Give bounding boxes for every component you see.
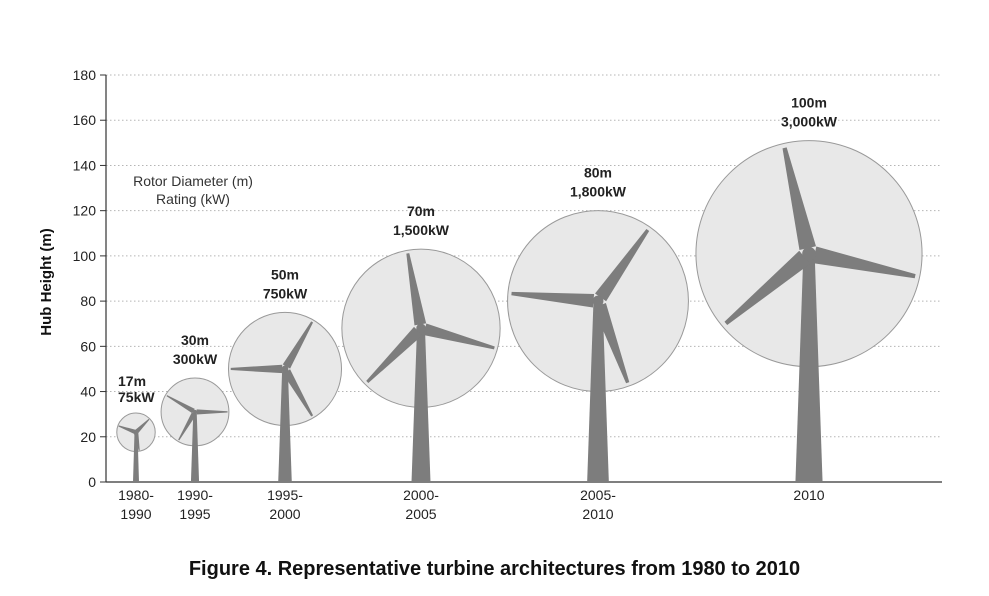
- x-category-label: 2010: [793, 487, 824, 503]
- turbine-blade: [812, 246, 916, 279]
- x-category-label: 2000: [269, 506, 300, 522]
- turbine-blade: [282, 321, 314, 369]
- x-category-label: 1995: [179, 506, 210, 522]
- turbine-blade: [118, 425, 136, 434]
- y-tick-label: 140: [73, 157, 97, 173]
- legend-rating: Rating (kW): [156, 191, 230, 207]
- x-category-label: 1990-: [177, 487, 213, 503]
- turbine-blade: [282, 369, 314, 417]
- rating-label: 75kW: [118, 389, 155, 405]
- legend-rotor-diameter: Rotor Diameter (m): [133, 173, 253, 189]
- y-tick-label: 120: [73, 203, 97, 219]
- x-category-label: 2010: [582, 506, 613, 522]
- x-category-label: 2005: [405, 506, 436, 522]
- turbine-blade: [782, 147, 816, 251]
- turbine-blade: [366, 326, 423, 384]
- turbine-tower: [795, 253, 823, 482]
- turbine-blade: [406, 253, 427, 326]
- turbine-tower: [190, 411, 200, 482]
- rotor-diameter-label: 70m: [407, 203, 435, 219]
- turbine-hub: [416, 323, 426, 333]
- turbine-hub: [281, 365, 289, 373]
- x-category-label: 1990: [120, 506, 151, 522]
- turbine-tower: [411, 328, 431, 482]
- turbine-hub: [192, 409, 198, 414]
- turbine-blade: [166, 395, 195, 414]
- turbine-blade: [595, 229, 650, 302]
- turbine-tower: [587, 301, 609, 482]
- turbine-blade: [423, 323, 495, 350]
- y-tick-label: 80: [80, 293, 96, 309]
- turbine-blade: [196, 409, 228, 415]
- rating-label: 750kW: [263, 285, 308, 301]
- turbine-hub: [134, 430, 138, 435]
- y-tick-label: 40: [80, 384, 96, 400]
- y-tick-label: 60: [80, 338, 96, 354]
- turbine-blade: [511, 291, 595, 308]
- y-tick-label: 0: [88, 474, 96, 490]
- y-tick-label: 160: [73, 112, 97, 128]
- x-category-label: 1980-: [118, 487, 154, 503]
- turbine-blade: [178, 412, 197, 441]
- rotor-diameter-label: 80m: [584, 165, 612, 181]
- x-category-label: 1995-: [267, 487, 303, 503]
- y-axis-label: Hub Height (m): [38, 228, 55, 335]
- x-category-label: 2000-: [403, 487, 439, 503]
- turbine-hub: [592, 295, 604, 307]
- y-tick-label: 100: [73, 248, 97, 264]
- turbine-tower: [278, 368, 292, 482]
- x-category-label: 2005-: [580, 487, 616, 503]
- figure-caption: Figure 4. Representative turbine archite…: [188, 558, 801, 580]
- rating-label: 1,800kW: [570, 184, 627, 200]
- rating-label: 3,000kW: [781, 114, 838, 130]
- turbine-blade: [134, 432, 140, 451]
- rotor-diameter-label: 50m: [271, 266, 299, 282]
- rating-label: 300kW: [173, 351, 218, 367]
- rotor-diameter-label: 17m: [118, 373, 146, 389]
- turbine-blade: [135, 418, 150, 434]
- rating-label: 1,500kW: [393, 222, 450, 238]
- y-tick-label: 180: [73, 67, 97, 83]
- turbine-hub: [802, 246, 816, 261]
- y-tick-label: 20: [80, 429, 96, 445]
- turbines: [118, 147, 916, 482]
- turbine-blade: [593, 303, 630, 384]
- turbine-blade: [230, 364, 283, 374]
- rotor-diameter-label: 100m: [791, 95, 827, 111]
- rotor-diameter-label: 30m: [181, 332, 209, 348]
- turbine-blade: [724, 250, 811, 326]
